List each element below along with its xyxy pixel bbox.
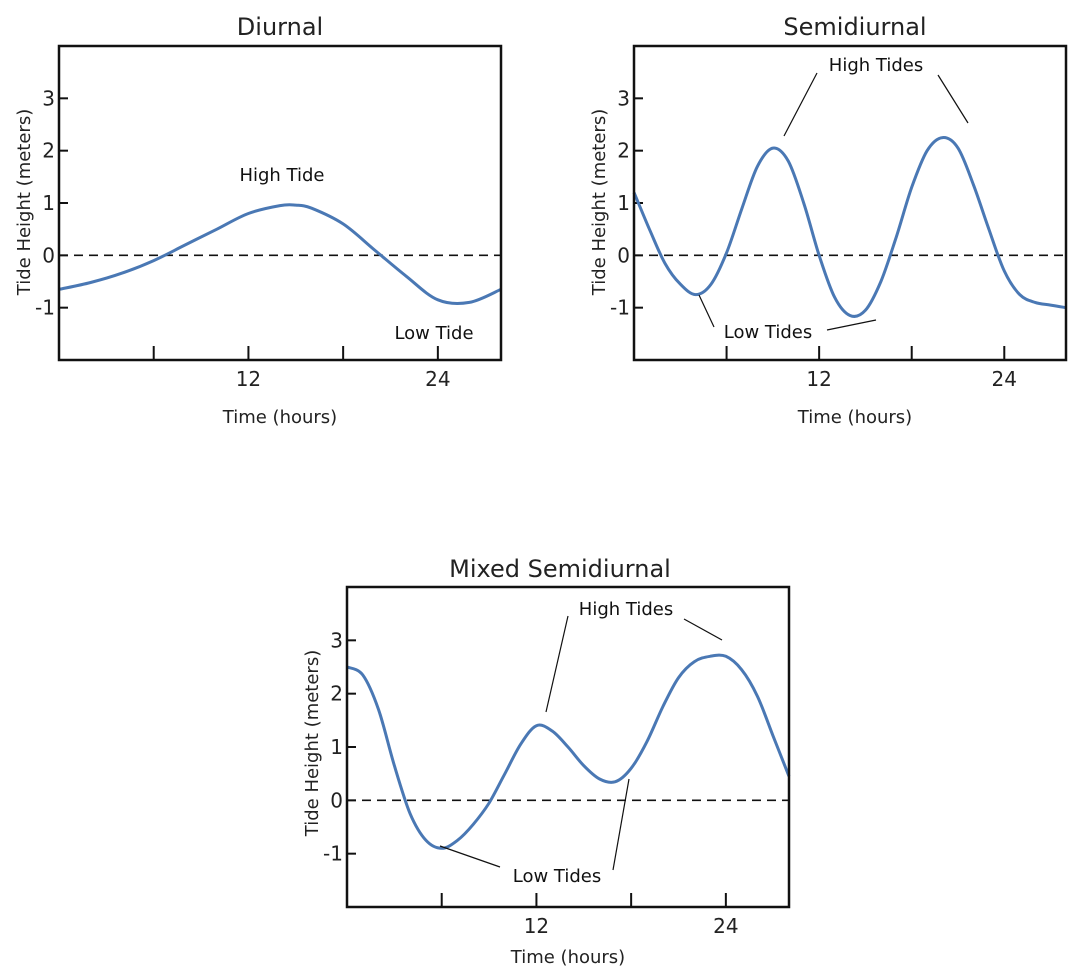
leader-line bbox=[612, 778, 630, 871]
leader-line bbox=[826, 319, 877, 331]
y-tick-label: 3 bbox=[617, 86, 630, 110]
y-tick-label: 0 bbox=[42, 243, 55, 267]
y-tick-label: 2 bbox=[42, 139, 55, 163]
y-tick-labels: -1 0 1 2 3 bbox=[323, 628, 343, 865]
leader-line bbox=[698, 294, 715, 328]
tide-curve bbox=[58, 203, 502, 306]
y-tick-label: -1 bbox=[610, 296, 630, 320]
y-tick-label: 1 bbox=[617, 191, 630, 215]
x-axis-label: Time (hours) bbox=[797, 407, 912, 428]
y-tick-label: 0 bbox=[330, 788, 343, 812]
y-axis-label: Tide Height (meters) bbox=[14, 109, 35, 296]
y-tick-labels: -1 0 1 2 3 bbox=[610, 86, 630, 319]
x-tick-label: 24 bbox=[713, 914, 738, 938]
y-axis-label: Tide Height (meters) bbox=[589, 109, 610, 296]
annotation-high-tide: High Tide bbox=[239, 165, 324, 186]
x-tick-label: 12 bbox=[806, 367, 831, 391]
y-tick-label: 1 bbox=[330, 735, 343, 759]
x-tick-labels: 12 24 bbox=[806, 367, 1017, 391]
y-tick-label: 2 bbox=[330, 682, 343, 706]
x-tick-label: 24 bbox=[425, 367, 450, 391]
x-tick-labels: 12 24 bbox=[236, 367, 451, 391]
x-tick-label: 12 bbox=[236, 367, 261, 391]
tick-marks bbox=[347, 639, 727, 907]
annotation-high-tides: High Tides bbox=[829, 55, 923, 76]
y-tick-labels: -1 0 1 2 3 bbox=[35, 86, 55, 319]
y-tick-label: 3 bbox=[42, 86, 55, 110]
y-tick-label: 1 bbox=[42, 191, 55, 215]
tick-marks bbox=[59, 97, 439, 360]
leader-line bbox=[683, 618, 723, 641]
annotation-low-tide: Low Tide bbox=[394, 323, 473, 344]
leader-line bbox=[545, 615, 569, 713]
chart-title: Semidiurnal bbox=[783, 13, 926, 41]
tide-curve bbox=[346, 653, 791, 850]
annotation-high-tides: High Tides bbox=[579, 599, 673, 620]
annotation-low-tides: Low Tides bbox=[513, 866, 602, 887]
y-tick-label: -1 bbox=[323, 842, 343, 866]
x-tick-label: 12 bbox=[524, 914, 549, 938]
chart-title: Mixed Semidiurnal bbox=[449, 555, 671, 583]
x-axis-label: Time (hours) bbox=[510, 947, 625, 968]
x-tick-label: 24 bbox=[992, 367, 1017, 391]
plot-frame bbox=[345, 585, 791, 909]
leader-line bbox=[937, 74, 969, 124]
y-axis-label: Tide Height (meters) bbox=[302, 650, 323, 837]
tide-curve bbox=[632, 136, 1067, 318]
y-tick-label: 2 bbox=[617, 139, 630, 163]
leader-line bbox=[783, 72, 818, 137]
y-tick-label: 0 bbox=[617, 243, 630, 267]
annotation-low-tides: Low Tides bbox=[724, 322, 813, 343]
leader-line bbox=[439, 845, 501, 868]
x-axis-label: Time (hours) bbox=[222, 407, 337, 428]
plot-frame bbox=[57, 44, 503, 362]
y-tick-label: 3 bbox=[330, 628, 343, 652]
y-tick-label: -1 bbox=[35, 296, 55, 320]
chart-title: Diurnal bbox=[237, 13, 323, 41]
x-tick-labels: 12 24 bbox=[524, 914, 739, 938]
plot-frame bbox=[632, 44, 1068, 362]
